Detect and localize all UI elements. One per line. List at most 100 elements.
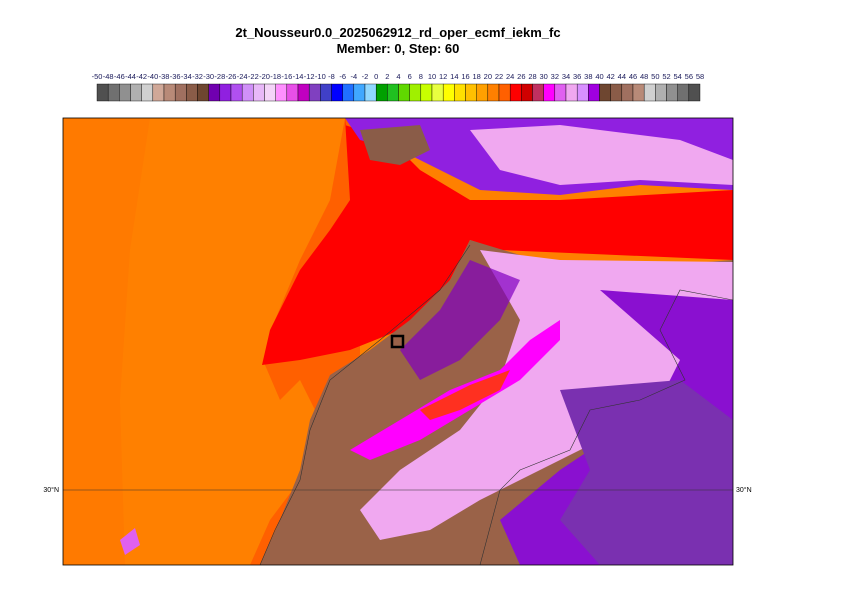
- colorbar-label: 42: [606, 72, 614, 81]
- border: [479, 289, 733, 565]
- coastline: [259, 244, 471, 565]
- colorbar-box: [498, 83, 511, 102]
- colorbar-box: [96, 83, 109, 102]
- field: [470, 125, 733, 185]
- colorbar-label: -10: [315, 72, 326, 81]
- colorbar-label: -30: [203, 72, 214, 81]
- colorbar-box: [375, 83, 388, 102]
- colorbar-label: 52: [662, 72, 670, 81]
- colorbar-label: -34: [181, 72, 192, 81]
- colorbar-label: -12: [304, 72, 315, 81]
- colorbar-label: 54: [673, 72, 681, 81]
- colorbar-box: [163, 83, 176, 102]
- colorbar-label: -44: [125, 72, 136, 81]
- map-frame: [62, 117, 734, 566]
- colorbar-box: [454, 83, 466, 102]
- colorbar-label: 14: [450, 72, 458, 81]
- colorbar-label: 4: [396, 72, 400, 81]
- colorbar-label: -20: [259, 72, 270, 81]
- colorbar-box: [297, 83, 310, 102]
- colorbar-label: -16: [281, 72, 292, 81]
- colorbar-label: 10: [428, 72, 436, 81]
- field: [420, 370, 510, 420]
- colorbar-label: 48: [640, 72, 648, 81]
- colorbar-label: -26: [226, 72, 237, 81]
- field: [350, 320, 560, 460]
- station-marker: [390, 334, 405, 349]
- colorbar-box: [599, 83, 611, 102]
- colorbar-box: [576, 83, 589, 102]
- colorbar-label: 46: [629, 72, 637, 81]
- colorbar-label: 2: [385, 72, 389, 81]
- colorbar-box: [521, 83, 533, 102]
- title: 2t_Nousseur0.0_2025062912_rd_oper_ecmf_i…: [235, 25, 560, 40]
- colorbar-box: [643, 83, 656, 102]
- colorbar-label: 6: [408, 72, 412, 81]
- colorbar-label: 40: [595, 72, 603, 81]
- colorbar-label: 16: [461, 72, 469, 81]
- colorbar-label: 44: [618, 72, 626, 81]
- colorbar-label: 26: [517, 72, 525, 81]
- colorbar-label: 28: [528, 72, 536, 81]
- colorbar-box: [320, 83, 332, 102]
- colorbar-label: 34: [562, 72, 570, 81]
- colorbar-box: [119, 83, 131, 102]
- colorbar-box: [387, 83, 399, 102]
- colorbar-box: [588, 83, 600, 102]
- colorbar-label: -28: [214, 72, 225, 81]
- colorbar-box: [208, 83, 221, 102]
- colorbar-box: [465, 83, 477, 102]
- colorbar-box: [253, 83, 265, 102]
- colorbar-box: [532, 83, 544, 102]
- colorbar-box: [107, 83, 120, 102]
- colorbar-label: -4: [350, 72, 357, 81]
- colorbar-box: [174, 83, 187, 102]
- colorbar-label: -48: [103, 72, 114, 81]
- colorbar-label: -46: [114, 72, 125, 81]
- colorbar-box: [186, 83, 198, 102]
- colorbar-label: -40: [147, 72, 158, 81]
- colorbar-label: 0: [374, 72, 378, 81]
- colorbar-label: -36: [170, 72, 181, 81]
- colorbar-box: [353, 83, 366, 102]
- colorbar-label: 22: [495, 72, 503, 81]
- colorbar-box: [565, 83, 578, 102]
- map: [63, 118, 733, 565]
- field: [400, 260, 520, 380]
- colorbar-box: [666, 83, 678, 102]
- colorbar-box: [331, 83, 343, 102]
- colorbar-label: -18: [270, 72, 281, 81]
- colorbar-box: [632, 83, 645, 102]
- colorbar-box: [286, 83, 299, 102]
- colorbar-box: [677, 83, 690, 102]
- colorbar-box: [230, 83, 243, 102]
- colorbar-box: [130, 83, 142, 102]
- colorbar-label: -24: [237, 72, 248, 81]
- island: [120, 528, 140, 555]
- colorbar-label: 38: [584, 72, 592, 81]
- colorbar-label: -8: [328, 72, 335, 81]
- colorbar-label: 20: [484, 72, 492, 81]
- colorbar-box: [342, 83, 355, 102]
- colorbar-label: -6: [339, 72, 346, 81]
- colorbar-box: [509, 83, 522, 102]
- colorbar-box: [308, 83, 321, 102]
- field: [560, 380, 733, 565]
- colorbar-box: [264, 83, 276, 102]
- colorbar-box: [688, 83, 701, 102]
- colorbar-box: [409, 83, 422, 102]
- colorbar-label: -38: [159, 72, 170, 81]
- colorbar-box: [420, 83, 433, 102]
- colorbar-label: 36: [573, 72, 581, 81]
- colorbar-label: 24: [506, 72, 514, 81]
- colorbar-box: [655, 83, 667, 102]
- colorbar-box: [241, 83, 254, 102]
- colorbar-label: 58: [696, 72, 704, 81]
- colorbar-box: [476, 83, 489, 102]
- colorbar-label: -50: [92, 72, 103, 81]
- colorbar-label: -42: [136, 72, 147, 81]
- colorbar-label: 12: [439, 72, 447, 81]
- colorbar-label: 32: [551, 72, 559, 81]
- colorbar-label: -22: [248, 72, 259, 81]
